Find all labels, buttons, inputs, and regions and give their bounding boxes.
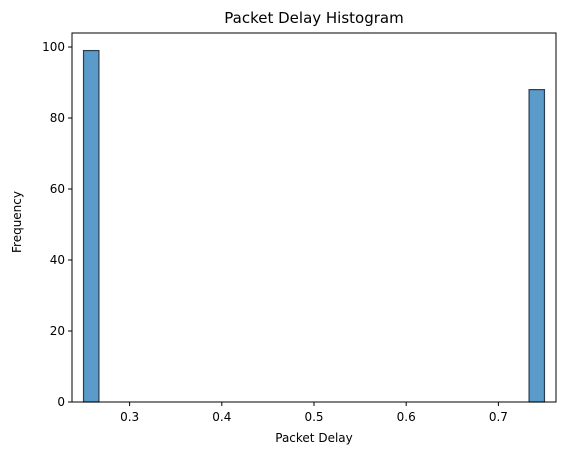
- chart-title: Packet Delay Histogram: [224, 9, 403, 27]
- y-tick-label: 20: [50, 324, 65, 338]
- y-tick-label: 80: [50, 111, 65, 125]
- x-tick-label: 0.4: [212, 410, 231, 424]
- plot-frame: [71, 32, 557, 403]
- histogram-bar-2: [528, 89, 546, 403]
- y-tick-label: 100: [42, 40, 65, 54]
- x-tick-label: 0.3: [120, 410, 139, 424]
- y-tick-label: 60: [50, 182, 65, 196]
- histogram-bar-1: [82, 49, 100, 403]
- y-axis-label: Frequency: [10, 191, 24, 253]
- y-tick-label: 0: [57, 395, 65, 409]
- x-tick-label: 0.5: [304, 410, 323, 424]
- x-tick-label: 0.6: [397, 410, 416, 424]
- plot-area: 0.3 0.4 0.5 0.6 0.7 0 20 40 60 80 100: [42, 32, 557, 424]
- x-tick-label: 0.7: [489, 410, 508, 424]
- x-axis-label: Packet Delay: [275, 431, 352, 445]
- y-tick-label: 40: [50, 253, 65, 267]
